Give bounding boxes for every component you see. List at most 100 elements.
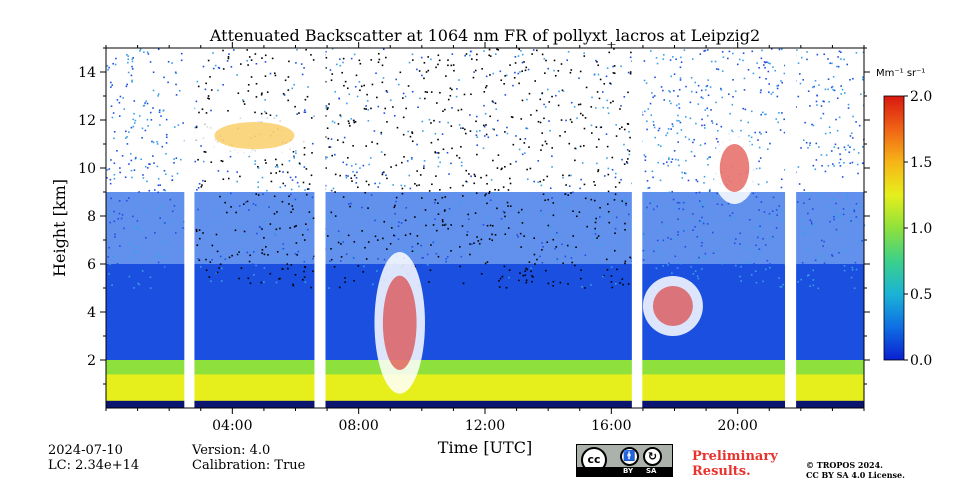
noise-pixel	[697, 259, 699, 261]
noise-pixel	[601, 91, 604, 93]
noise-pixel	[201, 184, 203, 186]
noise-pixel	[700, 220, 703, 222]
noise-pixel	[249, 254, 251, 257]
noise-pixel	[182, 227, 184, 229]
noise-pixel	[375, 218, 377, 220]
noise-pixel	[543, 117, 545, 120]
noise-pixel	[275, 281, 278, 284]
noise-pixel	[554, 234, 557, 237]
noise-pixel	[501, 275, 504, 278]
noise-pixel	[734, 90, 737, 93]
noise-pixel	[228, 256, 231, 259]
noise-pixel	[127, 71, 130, 74]
noise-pixel	[670, 75, 672, 78]
low-cloud-core	[652, 286, 693, 326]
noise-pixel	[163, 76, 165, 79]
noise-pixel	[507, 269, 509, 271]
noise-pixel	[760, 201, 763, 203]
noise-pixel	[204, 180, 206, 182]
noise-pixel	[647, 187, 649, 190]
noise-pixel	[832, 75, 835, 78]
noise-pixel	[652, 96, 654, 99]
noise-pixel	[708, 190, 711, 192]
noise-pixel	[401, 187, 404, 190]
noise-pixel	[346, 268, 348, 271]
noise-pixel	[274, 224, 277, 226]
noise-pixel	[601, 269, 604, 272]
noise-pixel	[607, 173, 610, 176]
noise-pixel	[265, 112, 268, 115]
noise-pixel	[606, 67, 609, 69]
noise-pixel	[215, 272, 218, 274]
noise-pixel	[131, 287, 133, 289]
noise-pixel	[560, 63, 563, 65]
noise-pixel	[692, 141, 694, 144]
noise-pixel	[450, 125, 453, 127]
noise-pixel	[831, 62, 833, 65]
noise-pixel	[201, 108, 204, 111]
noise-pixel	[113, 173, 116, 176]
noise-pixel	[809, 105, 811, 107]
noise-pixel	[495, 108, 498, 111]
noise-pixel	[693, 138, 696, 141]
noise-pixel	[112, 268, 114, 270]
noise-pixel	[573, 105, 576, 108]
noise-pixel	[327, 217, 329, 220]
noise-pixel	[738, 58, 741, 61]
noise-pixel	[768, 83, 770, 85]
noise-pixel	[311, 142, 314, 145]
noise-pixel	[602, 274, 605, 277]
noise-pixel	[411, 158, 413, 160]
noise-pixel	[612, 274, 614, 276]
noise-pixel	[583, 52, 585, 55]
noise-pixel	[658, 259, 661, 261]
noise-pixel	[655, 57, 658, 59]
noise-pixel	[595, 126, 598, 128]
noise-pixel	[654, 136, 656, 139]
noise-pixel	[330, 138, 333, 140]
noise-pixel	[442, 148, 445, 151]
noise-pixel	[581, 286, 583, 288]
noise-pixel	[221, 160, 224, 163]
noise-pixel	[261, 57, 263, 59]
noise-pixel	[197, 158, 199, 161]
noise-pixel	[220, 267, 223, 270]
noise-pixel	[557, 70, 560, 72]
noise-pixel	[480, 272, 483, 275]
noise-pixel	[662, 162, 665, 165]
noise-pixel	[523, 61, 525, 63]
noise-pixel	[421, 120, 424, 123]
noise-pixel	[506, 274, 508, 277]
noise-pixel	[428, 281, 430, 283]
noise-pixel	[506, 201, 509, 204]
noise-pixel	[727, 57, 729, 60]
noise-pixel	[489, 115, 491, 118]
noise-pixel	[590, 124, 593, 127]
noise-pixel	[623, 163, 626, 165]
noise-pixel	[761, 111, 764, 114]
noise-pixel	[441, 196, 444, 199]
noise-pixel	[146, 102, 149, 105]
noise-pixel	[142, 105, 145, 107]
noise-pixel	[109, 263, 111, 266]
noise-pixel	[805, 231, 808, 234]
noise-pixel	[524, 274, 527, 277]
noise-pixel	[777, 202, 780, 205]
noise-pixel	[662, 266, 664, 269]
noise-pixel	[395, 200, 397, 203]
noise-pixel	[665, 134, 667, 137]
noise-pixel	[742, 52, 745, 55]
noise-pixel	[365, 180, 368, 183]
noise-pixel	[716, 192, 719, 195]
noise-pixel	[736, 63, 739, 66]
noise-pixel	[145, 236, 147, 239]
noise-pixel	[230, 278, 233, 281]
noise-pixel	[449, 87, 452, 90]
noise-pixel	[574, 159, 576, 162]
y-tick-label: 10	[78, 161, 96, 177]
noise-pixel	[159, 184, 162, 186]
noise-pixel	[131, 65, 133, 68]
noise-pixel	[520, 246, 522, 248]
noise-pixel	[109, 182, 112, 185]
x-tick-label: 20:00	[717, 418, 757, 434]
